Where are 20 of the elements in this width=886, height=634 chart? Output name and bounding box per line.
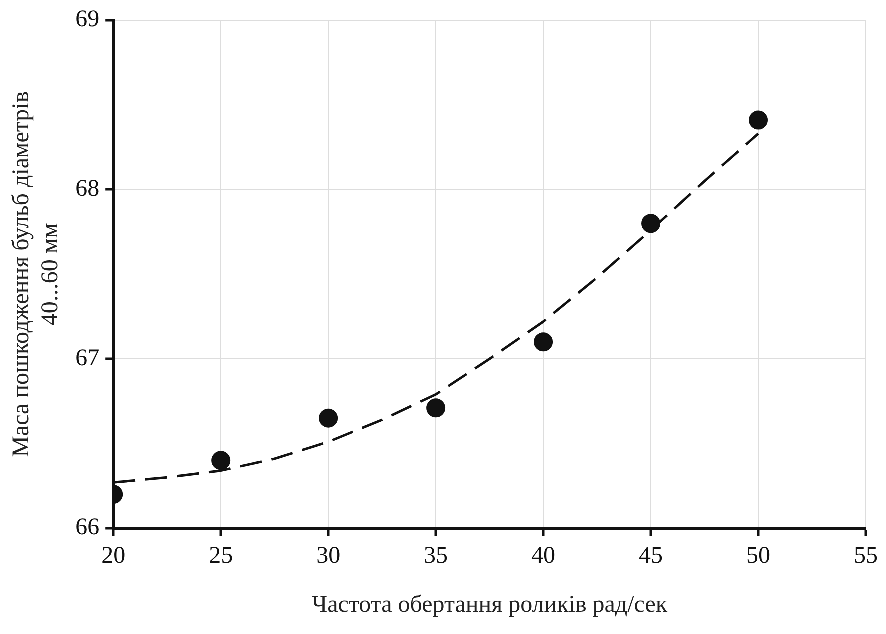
x-tick-label: 50	[746, 543, 771, 570]
point	[534, 332, 554, 352]
x-axis-title: Частота обертання роликів рад/сек	[312, 592, 668, 618]
x-tick-label: 35	[424, 543, 448, 570]
point	[749, 110, 768, 130]
point	[642, 214, 661, 234]
x-tick-label: 30	[316, 543, 341, 570]
y-tick-label: 67	[76, 345, 100, 372]
point	[212, 451, 231, 470]
y-tick-label: 69	[76, 6, 100, 33]
x-tick-label: 40	[532, 543, 556, 570]
y-axis-title: Маса пошкодження бульб діаметрів 40...60 мм	[8, 91, 64, 458]
point	[426, 398, 446, 418]
x-tick-label: 45	[639, 543, 664, 570]
x-tick-label: 25	[209, 543, 234, 570]
y-tick-label: 66	[76, 514, 100, 541]
y-tick-label: 68	[76, 176, 100, 202]
x-tick-label: 55	[854, 543, 878, 570]
point	[319, 408, 338, 428]
x-tick-label: 20	[102, 543, 126, 570]
